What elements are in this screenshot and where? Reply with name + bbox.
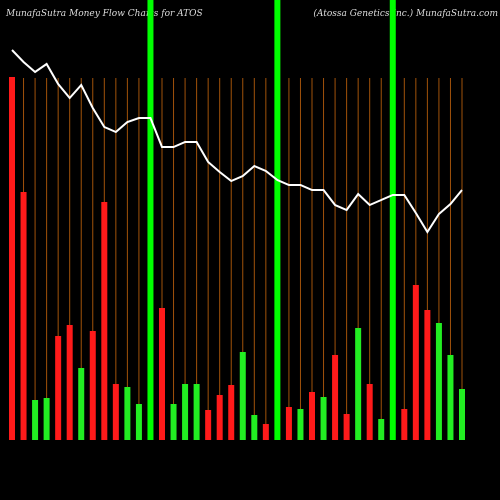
bar <box>78 368 85 440</box>
highlight <box>274 0 281 440</box>
bar <box>297 409 304 440</box>
bar <box>239 352 246 440</box>
bar <box>459 389 465 440</box>
bar <box>205 410 212 440</box>
bar <box>309 392 315 440</box>
bar <box>378 419 385 440</box>
bar <box>112 384 119 440</box>
bar <box>89 331 96 440</box>
bar <box>366 384 373 440</box>
bar <box>170 404 177 440</box>
highlight <box>389 0 396 440</box>
bar <box>101 202 108 440</box>
bar <box>124 387 131 440</box>
bar <box>43 398 50 440</box>
chart-subtitle: (Atossa Genetics Inc.) MunafaSutra.com <box>313 8 498 19</box>
bar <box>182 384 189 440</box>
bar <box>159 308 165 440</box>
bar <box>285 407 292 440</box>
bar <box>9 77 15 440</box>
bar <box>435 323 442 440</box>
bar <box>343 414 350 440</box>
bar <box>412 285 419 440</box>
bar <box>424 310 431 440</box>
bar <box>55 336 62 440</box>
bar <box>66 325 73 440</box>
highlight <box>147 0 154 440</box>
bar <box>355 328 362 440</box>
bar <box>20 192 27 440</box>
bar <box>216 395 223 440</box>
bar <box>320 397 327 440</box>
bar <box>193 384 200 440</box>
bar <box>262 424 269 440</box>
money-flow-line <box>11 49 463 234</box>
bar <box>135 404 142 440</box>
bar <box>32 400 39 440</box>
bar <box>228 385 235 440</box>
bar <box>447 355 454 440</box>
chart-title: MunafaSutra Money Flow Charts for ATOS <box>5 9 203 19</box>
bar <box>251 415 258 440</box>
bar <box>401 409 408 440</box>
bar <box>332 355 339 440</box>
